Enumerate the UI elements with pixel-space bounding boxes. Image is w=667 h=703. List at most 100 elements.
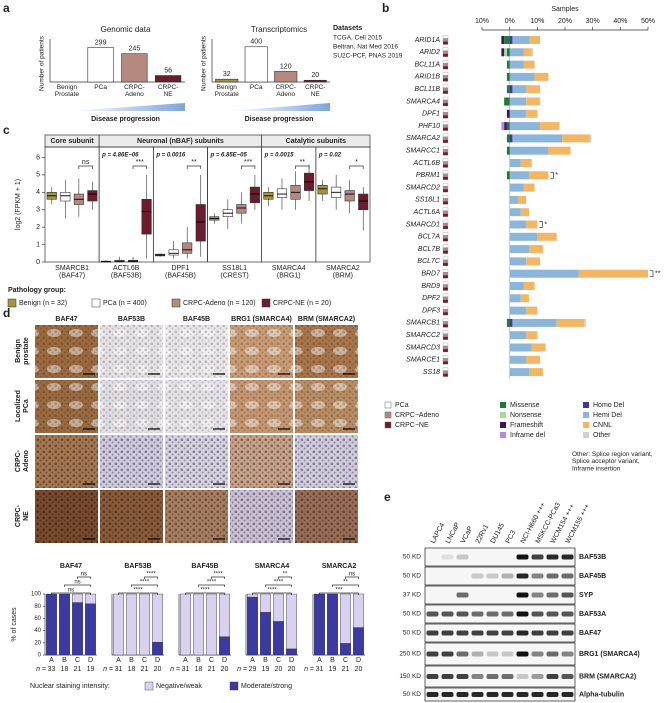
dataset: Beltran, Nat Med 2016: [333, 44, 398, 51]
band: [441, 692, 454, 697]
bar: [215, 78, 239, 83]
group-marker: [442, 296, 449, 300]
band: [426, 630, 439, 636]
bar-segment: [531, 48, 534, 57]
group-marker: [442, 210, 449, 214]
bar-segment: [526, 85, 541, 94]
n-label: 31: [316, 666, 324, 673]
gene-label: SMARCB1: [406, 320, 440, 327]
column-header: BRG1 (SMARCA4): [231, 316, 292, 323]
band: [516, 611, 529, 617]
legend-label: CNNL: [593, 422, 612, 429]
bar-segment: [523, 282, 535, 290]
band: [486, 651, 499, 657]
sig-bracket: [650, 270, 654, 278]
bar-segment: [509, 146, 549, 155]
box-body: [141, 198, 152, 235]
gene-label: BRD9: [421, 283, 440, 290]
ihc-texture: [295, 435, 358, 488]
group-marker: [442, 53, 449, 57]
sig-label: *: [544, 221, 547, 228]
bar-segment: [506, 48, 510, 57]
group-marker: [442, 272, 449, 276]
y-tick-label: 1: [36, 241, 40, 248]
bar: [155, 75, 182, 83]
bar-segment: [504, 36, 510, 44]
ihc-texture: [100, 380, 163, 433]
group-marker: [442, 207, 449, 211]
legend-swatch: [384, 401, 392, 409]
dataset: SU2C-PCF, PNAS 2019: [333, 53, 403, 60]
p-value: p = 0.0015: [264, 153, 295, 159]
bar-segment: [506, 72, 510, 81]
band: [561, 630, 574, 636]
group-marker: [442, 96, 449, 101]
bar-segment: [504, 48, 507, 57]
bar-segment: [517, 195, 527, 204]
ihc-texture: [295, 380, 358, 433]
band: [516, 674, 529, 679]
bar-segment: [529, 36, 541, 44]
bar-segment: [509, 355, 527, 364]
group-marker: [442, 259, 449, 264]
bar-segment: [509, 282, 524, 290]
bar-segment: [206, 593, 217, 656]
x-tick-label: 20%: [558, 18, 572, 25]
blot-frame: [424, 665, 576, 688]
n-label: 19: [329, 666, 337, 673]
y-tick-label: 100: [31, 592, 42, 598]
band: [561, 692, 574, 697]
bar-segment: [537, 232, 557, 241]
bar-segment: [540, 122, 560, 131]
band: [501, 630, 514, 636]
gene-label: PBRM1: [416, 172, 440, 179]
legend-swatch: [500, 402, 506, 408]
gene-label: SMARCC1: [406, 148, 440, 155]
blot-frame: [424, 687, 576, 702]
legend-label: Hemi Del: [593, 412, 622, 419]
blot-frame: [424, 642, 576, 666]
band: [546, 592, 559, 598]
sig-label: ****: [274, 580, 284, 586]
bar-segment: [509, 72, 535, 81]
n-label: 21: [208, 666, 216, 673]
n-prefix: n =: [304, 666, 314, 673]
gene-label: DPF2: [422, 295, 440, 302]
box-body: [87, 190, 98, 202]
gene-label: SMARCA4: [406, 98, 440, 105]
bar: [121, 53, 148, 83]
legend-label: Moderate/strong: [241, 683, 292, 690]
panel-label: a: [3, 1, 10, 15]
legend-label: CRPC-NE (n = 20): [273, 300, 331, 307]
bar-segment: [501, 36, 505, 44]
x-tick-label: D: [289, 657, 294, 664]
legend-label: Benign (n = 32): [19, 300, 67, 307]
row-label: LocalizedPCa: [15, 390, 30, 422]
sig-label: ***: [335, 588, 343, 594]
blot-frame: [424, 547, 576, 567]
group-marker: [442, 235, 449, 239]
box-body: [276, 188, 288, 198]
bar-segment: [589, 134, 592, 143]
chart-title: SMARCA2: [322, 563, 357, 570]
x-tick-label: SMARCB1 (BAF47): [55, 265, 89, 280]
n-label: 18: [61, 666, 69, 673]
group-marker: [442, 222, 449, 227]
size-label: 50 KD: [403, 630, 421, 637]
legend-title: Nuclear staining intensity:: [30, 683, 110, 690]
gene-label: PHF10: [418, 123, 440, 130]
bar-segment: [548, 146, 571, 155]
bar-segment: [509, 134, 513, 143]
ihc-texture: [165, 435, 228, 488]
value-label: 32: [223, 71, 231, 78]
legend-label: Inframe del: [510, 432, 545, 439]
band: [546, 573, 559, 579]
panel-label: b: [382, 1, 389, 15]
gene-label: BCL7B: [418, 246, 441, 253]
protein-label: BAF53A: [579, 611, 606, 618]
blot-frame: [424, 623, 576, 643]
section-title: Catalytic subunits: [286, 138, 346, 145]
bar-segment: [152, 593, 163, 643]
bar-segment: [509, 122, 541, 131]
band: [516, 692, 529, 697]
